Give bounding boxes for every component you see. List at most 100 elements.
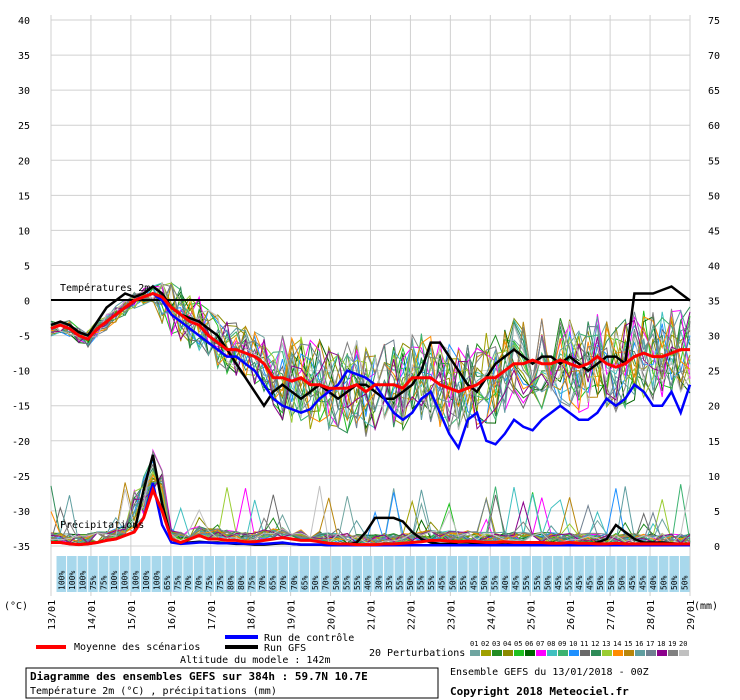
- perturbation-temp-line: [50, 283, 691, 429]
- probability-cell-bg: [510, 556, 521, 592]
- probability-value: 75%: [174, 575, 183, 590]
- probability-cell-bg: [236, 556, 246, 592]
- probability-value: 55%: [533, 575, 542, 590]
- probability-value: 70%: [258, 575, 267, 590]
- probability-cell-bg: [257, 556, 267, 592]
- probability-cell-bg: [183, 556, 193, 592]
- perturbations-title: 20 Perturbations: [369, 648, 465, 659]
- right-tick-label: 55: [708, 156, 720, 167]
- probability-cell: 55%: [394, 556, 404, 592]
- probability-cell: 100%: [141, 556, 151, 592]
- probability-cell: 75%: [246, 556, 257, 592]
- probability-value: 55%: [395, 575, 404, 590]
- x-tick-label: 26/01: [566, 600, 577, 630]
- probability-cell-bg: [373, 556, 384, 592]
- x-tick-label: 16/01: [167, 600, 178, 630]
- probability-cell: 65%: [299, 556, 309, 592]
- footer: Diagramme des ensembles GEFS sur 384h : …: [25, 667, 649, 699]
- perturbation-temp-line: [50, 299, 691, 431]
- probability-cell: 50%: [447, 556, 457, 592]
- probability-cell: 45%: [627, 556, 637, 592]
- right-tick-label: 50: [708, 191, 720, 202]
- probability-cell-bg: [225, 556, 236, 592]
- probability-value: 80%: [237, 575, 246, 590]
- x-tick-label: 19/01: [287, 600, 298, 630]
- perturbation-swatch: [525, 650, 535, 656]
- probability-value: 50%: [332, 575, 341, 590]
- probability-value: 100%: [68, 571, 77, 590]
- probability-value: 50%: [607, 575, 616, 590]
- perturbation-id: 10: [569, 640, 577, 648]
- probability-value: 75%: [89, 575, 98, 590]
- perturbation-swatch: [481, 650, 491, 656]
- probability-cell: 50%: [605, 556, 616, 592]
- probability-cell-bg: [648, 556, 658, 592]
- probability-cell: 65%: [162, 556, 172, 592]
- probability-cell-bg: [458, 556, 468, 592]
- perturbation-swatch: [492, 650, 502, 656]
- right-tick-label: 0: [714, 542, 720, 553]
- probability-cell: 75%: [98, 556, 109, 592]
- x-tick-label: 22/01: [406, 600, 417, 630]
- probability-value: 40%: [364, 575, 373, 590]
- probability-value: 40%: [501, 575, 510, 590]
- probability-cell: 40%: [648, 556, 658, 592]
- probability-cell: 50%: [595, 556, 605, 592]
- perturbation-id: 16: [635, 640, 643, 648]
- probability-cell: 45%: [637, 556, 647, 592]
- probability-cell-bg: [574, 556, 584, 592]
- probability-cell-bg: [542, 556, 553, 592]
- perturbation-swatch: [657, 650, 667, 656]
- perturbation-swatch: [635, 650, 645, 656]
- probability-value: 50%: [543, 575, 552, 590]
- perturbation-id: 19: [668, 640, 676, 648]
- probability-value: 70%: [184, 575, 193, 590]
- probability-cell-bg: [605, 556, 616, 592]
- x-tick-label: 24/01: [486, 600, 497, 630]
- probability-value: 75%: [216, 575, 225, 590]
- left-tick-label: 20: [18, 156, 30, 167]
- altitude-label: Altitude du modele : 142m: [180, 655, 331, 666]
- probability-cell-bg: [447, 556, 458, 592]
- probability-cell-bg: [362, 556, 373, 592]
- probability-cell: 30%: [373, 556, 384, 592]
- probability-cell-bg: [88, 556, 98, 592]
- probability-cell: 45%: [584, 556, 595, 592]
- footer-run-info: Ensemble GEFS du 13/01/2018 - 00Z: [450, 667, 649, 678]
- probability-value: 30%: [374, 575, 383, 590]
- perturbation-id: 17: [646, 640, 654, 648]
- right-tick-label: 5: [714, 507, 720, 518]
- probability-cell: 70%: [288, 556, 299, 592]
- probability-cell-bg: [320, 556, 331, 592]
- probability-value: 55%: [564, 575, 573, 590]
- probability-cell-bg: [436, 556, 447, 592]
- probability-cell: 50%: [310, 556, 320, 592]
- precipitation-section-label: Précipitations: [60, 519, 144, 531]
- perturbation-id: 18: [657, 640, 665, 648]
- x-tick-label: 13/01: [47, 600, 58, 630]
- perturbation-temp-line: [50, 283, 691, 422]
- probability-value: 45%: [575, 575, 584, 590]
- left-axis-unit-label: (°C): [4, 601, 28, 612]
- probability-cell: 55%: [458, 556, 468, 592]
- probability-cell-bg: [246, 556, 257, 592]
- left-tick-label: 35: [18, 51, 30, 62]
- probability-cell: 55%: [415, 556, 426, 592]
- probability-cell: 45%: [553, 556, 563, 592]
- perturbation-temp-line: [50, 285, 691, 429]
- probability-cell: 55%: [426, 556, 436, 592]
- probability-cell-bg: [119, 556, 130, 592]
- probability-cell-bg: [669, 556, 679, 592]
- probability-cell-bg: [278, 556, 288, 592]
- probability-cell: 45%: [468, 556, 478, 592]
- probability-band: 100% 100% 100% 75% 75% 100% 100% 100% 100% 100% 65…: [56, 556, 690, 592]
- probability-cell: 50%: [405, 556, 415, 592]
- probability-cell-bg: [584, 556, 595, 592]
- probability-cell-bg: [500, 556, 510, 592]
- footer-copyright: Copyright 2018 Meteociel.fr: [450, 685, 629, 698]
- probability-value: 100%: [110, 571, 119, 590]
- probability-value: 50%: [660, 575, 669, 590]
- probability-cell: 100%: [151, 556, 161, 592]
- x-tick-label: 18/01: [247, 600, 258, 630]
- footer-title: Diagramme des ensembles GEFS sur 384h : …: [30, 670, 368, 683]
